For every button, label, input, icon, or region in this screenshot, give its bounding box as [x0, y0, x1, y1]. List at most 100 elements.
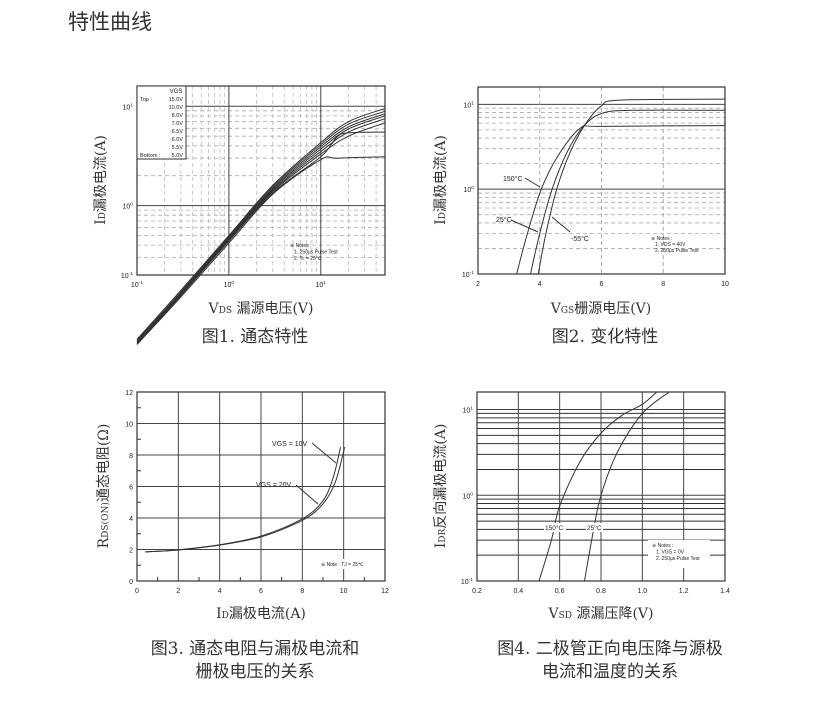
legend-entry: 5.5V [172, 145, 184, 151]
x-tick-label: 10 [721, 281, 729, 288]
y-tick-label: 101 [462, 406, 473, 415]
series-label-vgs-20v: VGS = 20V [256, 482, 292, 489]
figure-3-x-axis-label: ID漏极电流(A) [216, 606, 306, 622]
figure-4-annotations: 150°C 25°C ※ Notes :1. VGS = 0V2. 250μs Pu… [544, 523, 710, 568]
series-label-25c: 25°C [587, 524, 602, 532]
notes-line: ※ Notes : [651, 236, 672, 242]
x-tick-label: 2 [476, 281, 480, 288]
series-line [538, 391, 658, 582]
figure-2-y-axis-label: ID漏极电流(A) [433, 135, 449, 225]
y-tick-label: 100 [462, 491, 473, 500]
chart-3: 0 2 4 6 8 10 12 0 2 4 6 8 10 12 [125, 390, 389, 595]
series-line [537, 98, 726, 275]
x-tick-label: 1.2 [679, 588, 689, 595]
figure-4-y-axis-label: IDR反向漏极电流(A) [433, 423, 449, 549]
figure-1-legend: VGS Top : 15.0V 10.0V 8.0V 7.0V 6.5V 6.0V 5.5V 5.… [136, 85, 338, 262]
series-label-minus55c: -55°C [571, 235, 589, 243]
figure-3-annotations: VGS = 10V VGS = 20V ※ Note : TJ = 25℃ [256, 441, 380, 569]
chart-2: 2 4 6 8 10 10-1 100 101 [462, 86, 729, 288]
x-tick-label: 10-1 [131, 280, 143, 289]
x-tick-label: 101 [316, 280, 327, 289]
chart-1: 10-1 100 101 10-1 100 101 [121, 85, 386, 345]
legend-entry: 7.0V [172, 121, 184, 127]
x-tick-label: 6 [600, 281, 604, 288]
notes-line: 1. VDS = 40V [655, 242, 686, 248]
legend-entry: 5.0V [172, 153, 184, 159]
arrow-minus55c [551, 216, 571, 233]
legend-entry: 15.0V [169, 97, 184, 103]
x-tick-label: 8 [300, 588, 304, 595]
label-background [586, 523, 603, 532]
figure-3-y-axis-label: RDS(ON)通态电阻(Ω) [96, 423, 112, 549]
x-tick-label: 1.4 [720, 588, 730, 595]
y-tick-label: 101 [463, 100, 474, 109]
x-tick-label: 4 [218, 588, 222, 595]
series-line [516, 125, 726, 275]
page-title: 特性曲线 [68, 10, 152, 34]
arrow-vgs-10v [311, 442, 337, 464]
arrow-vgs-20v [295, 484, 319, 505]
legend-entry: 6.5V [172, 129, 184, 135]
series-line [136, 156, 386, 345]
y-tick-label: 10-1 [461, 577, 473, 586]
chart-4: 0.2 0.4 0.6 0.8 1.0 1.2 1.4 10-1 100 101 [461, 391, 730, 595]
x-tick-label: 1.0 [637, 588, 647, 595]
figure-1-x-axis-label: VDS 漏源电压(V) [208, 301, 314, 317]
x-tick-label: 6 [259, 588, 263, 595]
notes-line: 1. VGS = 0V [656, 550, 685, 556]
y-tick-label: 100 [122, 202, 133, 211]
x-tick-label: 100 [224, 280, 235, 289]
x-tick-label: 10 [340, 588, 348, 595]
figure-1-y-axis-label: ID漏极电流(A) [93, 135, 109, 225]
y-tick-label: 101 [122, 102, 133, 111]
series-line [529, 109, 726, 275]
label-background [544, 523, 566, 532]
plot-frame [136, 85, 386, 276]
notes-background [648, 540, 710, 568]
y-tick-label: 10 [125, 422, 133, 429]
y-tick-label: 8 [129, 453, 133, 460]
notes-line: ※ Notes : [652, 543, 673, 549]
figure-3-caption: 图3. 通态电阻与漏极电流和 栅极电压的关系 [150, 639, 360, 682]
notes-line: ※ Notes : [290, 243, 311, 249]
y-tick-label: 100 [463, 185, 474, 194]
x-tick-label: 0.2 [472, 588, 482, 595]
y-tick-label: 2 [129, 548, 133, 555]
y-tick-label: 6 [129, 485, 133, 492]
figure-1-caption: 图1. 通态特性 [201, 327, 309, 347]
notes-line: 1. 250μs Pulse Test [294, 250, 338, 256]
series-line [583, 391, 670, 582]
y-tick-label: 4 [129, 516, 133, 523]
legend-entry: 6.0V [172, 137, 184, 143]
legend-top-label: Top : [140, 97, 152, 103]
y-tick-label: 10-1 [121, 271, 133, 280]
x-tick-label: 0.4 [513, 588, 523, 595]
series-line [145, 447, 342, 553]
series-label-vgs-10v: VGS = 10V [272, 441, 308, 448]
legend-entry: 10.0V [169, 105, 184, 111]
plot-frame [477, 86, 726, 275]
plot-frame [476, 391, 726, 582]
series-label-25c: 25°C [496, 216, 512, 224]
arrow-150c [524, 177, 541, 188]
y-tick-label: 12 [125, 390, 133, 397]
y-tick-label: 10-1 [462, 270, 474, 279]
figure-4-x-axis-label: VSD 源漏压降(V) [548, 606, 654, 622]
notes-line: 2. Tc = 25℃ [294, 256, 322, 262]
series-label-150c: 150°C [545, 524, 563, 532]
figure-4-caption: 图4. 二极管正向电压降与源极 电流和温度的关系 [497, 639, 723, 682]
x-tick-label: 0.6 [555, 588, 565, 595]
series-line [136, 110, 386, 341]
figure-2-x-axis-label: VGS栅源电压(V) [550, 301, 652, 317]
series-label-150c: 150°C [503, 175, 523, 183]
y-tick-label: 0 [129, 579, 133, 586]
x-tick-label: 8 [661, 281, 665, 288]
legend-box [136, 85, 187, 160]
notes-line: 2. 250μs Pulse Test [656, 556, 700, 562]
legend-entry: 8.0V [172, 113, 184, 119]
note-background [318, 559, 380, 569]
x-tick-label: 4 [538, 281, 542, 288]
